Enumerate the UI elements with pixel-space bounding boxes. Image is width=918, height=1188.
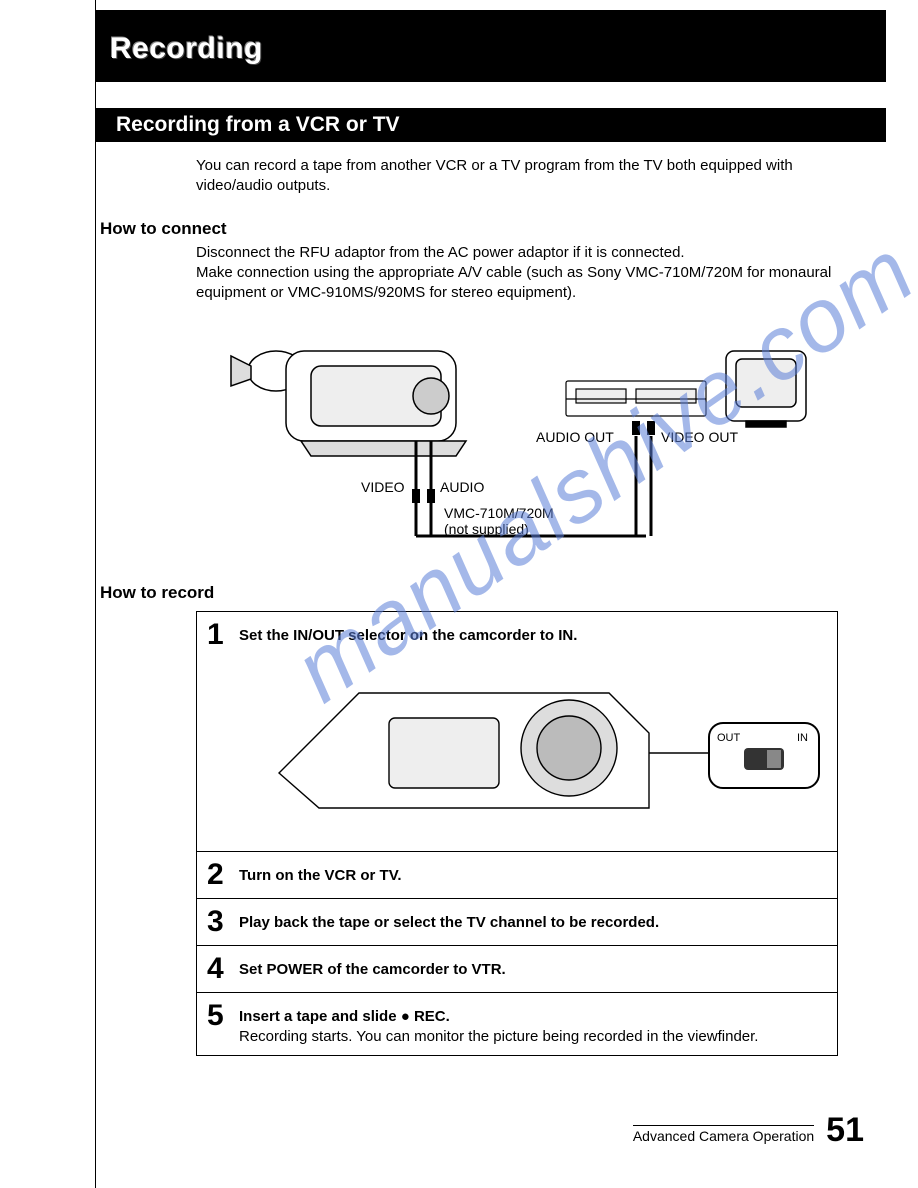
intro-paragraph: You can record a tape from another VCR o… — [196, 156, 836, 197]
step-bold-text: Insert a tape and slide ● REC. — [239, 1008, 450, 1025]
step-row: 4 Set POWER of the camcorder to VTR. — [197, 946, 837, 993]
audio-out-label: AUDIO OUT — [536, 429, 614, 445]
audio-label: AUDIO — [440, 479, 484, 495]
vcr-icon — [566, 381, 706, 416]
connection-diagram: AUDIO OUT VIDEO OUT VIDEO AUDIO VMC-710M… — [216, 321, 816, 561]
not-supplied-label: (not supplied) — [444, 521, 529, 537]
step-content: Turn on the VCR or TV. — [239, 860, 827, 886]
step-number: 5 — [207, 1001, 239, 1031]
footer-page-number: 51 — [826, 1111, 864, 1150]
step-number: 1 — [207, 620, 239, 650]
step-content: Set POWER of the camcorder to VTR. — [239, 954, 827, 980]
step-row: 5 Insert a tape and slide ● REC. Recordi… — [197, 993, 837, 1056]
step-row: 3 Play back the tape or select the TV ch… — [197, 899, 837, 946]
switch-out-label: OUT — [717, 731, 740, 746]
camcorder-icon — [231, 351, 466, 456]
step-content: Set the IN/OUT selector on the camcorder… — [239, 620, 829, 842]
step-number: 2 — [207, 860, 239, 890]
cable-model-label: VMC-710M/720M — [444, 505, 554, 521]
tv-icon — [726, 351, 806, 427]
how-to-connect-heading: How to connect — [100, 219, 886, 239]
step-row: 1 Set the IN/OUT selector on the camcord… — [197, 612, 837, 851]
step-plain-text: Recording starts. You can monitor the pi… — [239, 1028, 758, 1045]
video-out-label: VIDEO OUT — [661, 429, 738, 445]
manual-page: Recording Recording from a VCR or TV You… — [95, 0, 886, 1188]
how-to-record-heading: How to record — [100, 583, 886, 603]
step-bold-text: Set the IN/OUT selector on the camcorder… — [239, 627, 577, 644]
step-bold-text: Set POWER of the camcorder to VTR. — [239, 961, 506, 978]
step-bold-text: Play back the tape or select the TV chan… — [239, 914, 659, 931]
step-row: 2 Turn on the VCR or TV. — [197, 852, 837, 899]
steps-table: 1 Set the IN/OUT selector on the camcord… — [196, 611, 838, 1056]
page-footer: Advanced Camera Operation 51 — [633, 1111, 864, 1150]
how-to-connect-body: Disconnect the RFU adaptor from the AC p… — [196, 243, 836, 304]
video-label: VIDEO — [361, 479, 405, 495]
step-content: Insert a tape and slide ● REC. Recording… — [239, 1001, 827, 1048]
footer-section-label: Advanced Camera Operation — [633, 1125, 814, 1144]
step-content: Play back the tape or select the TV chan… — [239, 907, 827, 933]
chapter-title-banner: Recording — [96, 10, 886, 82]
step-number: 3 — [207, 907, 239, 937]
step-number: 4 — [207, 954, 239, 984]
switch-in-label: IN — [797, 731, 808, 746]
step1-illustration: OUT IN — [239, 653, 829, 843]
section-title-banner: Recording from a VCR or TV — [96, 108, 886, 142]
step-bold-text: Turn on the VCR or TV. — [239, 867, 402, 884]
